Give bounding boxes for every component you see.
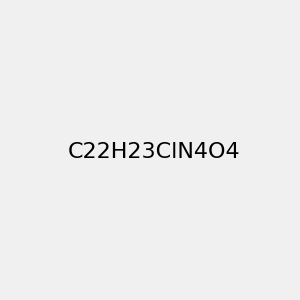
Text: C22H23ClN4O4: C22H23ClN4O4 — [68, 142, 240, 161]
